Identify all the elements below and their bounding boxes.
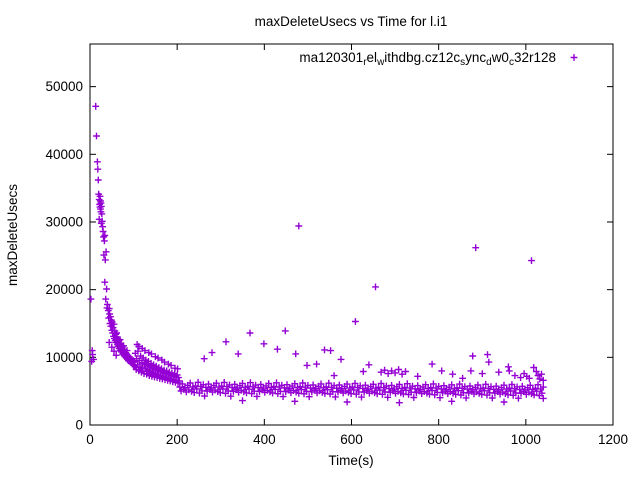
- x-axis: 0 200 400 600 800 1000 1200: [86, 44, 628, 447]
- legend: ma120301r​elw​ithdbg.cz12cs​yncd​w0c​32r…: [299, 50, 578, 68]
- y-axis-label: maxDeleteUsecs: [5, 184, 20, 286]
- y-tick-label: 20000: [45, 282, 83, 297]
- y-tick-label: 30000: [45, 214, 83, 229]
- x-tick-label: 1000: [511, 432, 541, 447]
- x-tick-label: 400: [253, 432, 276, 447]
- x-tick-label: 1200: [598, 432, 628, 447]
- x-tick-label: 0: [86, 432, 94, 447]
- legend-marker-icon: [570, 54, 578, 61]
- x-tick-label: 600: [340, 432, 363, 447]
- y-tick-label: 10000: [45, 350, 83, 365]
- x-tick-label: 200: [166, 432, 189, 447]
- y-tick-label: 50000: [45, 79, 83, 94]
- x-tick-label: 800: [427, 432, 450, 447]
- x-axis-label: Time(s): [328, 453, 373, 468]
- y-tick-label: 40000: [45, 147, 83, 162]
- y-tick-label: 0: [75, 418, 83, 433]
- data-points: [87, 102, 547, 407]
- y-axis: 0 10000 20000 30000 40000 50000: [45, 79, 613, 433]
- chart-title: maxDeleteUsecs vs Time for l.i1: [255, 14, 448, 29]
- legend-label: ma120301r​elw​ithdbg.cz12cs​yncd​w0c​32r…: [299, 50, 556, 68]
